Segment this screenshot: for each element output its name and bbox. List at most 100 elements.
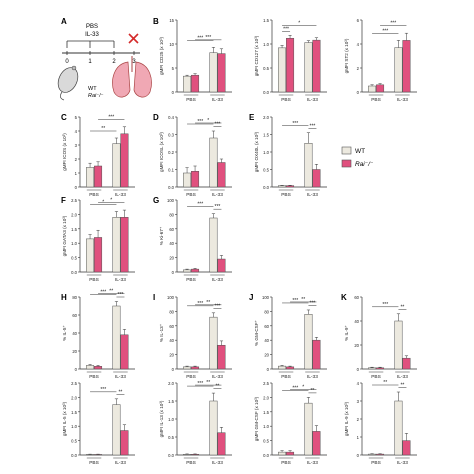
y-tick-label: 80: [72, 295, 77, 300]
bar-wt-pbs: [86, 238, 95, 273]
bar-rai-pbs: [191, 454, 200, 456]
y-tick-label: 5: [172, 66, 175, 71]
y-tick-label: 1.0: [71, 241, 77, 246]
schematic-il33-label: IL-33: [85, 32, 99, 38]
bar-rai-pbs: [286, 366, 295, 370]
y-tick-label: 0.5: [71, 256, 77, 261]
chart-g: 0 20 40 60 80 100 % Ki-67⁺ PBS IL-33 *** ***: [159, 198, 232, 283]
significance-label: **: [101, 126, 105, 132]
category-label: PBS: [186, 192, 196, 198]
category-label: PBS: [281, 460, 291, 466]
y-tick-label: 0: [267, 367, 270, 372]
y-tick-label: 1.0: [263, 42, 269, 47]
category-label: IL-33: [307, 374, 318, 380]
y-tick-label: 40: [72, 331, 77, 336]
y-tick-label: 1.5: [71, 227, 77, 232]
bar-wt-pbs: [278, 451, 287, 456]
y-tick-label: 0.0: [71, 270, 77, 275]
bar-rai-il33: [312, 39, 321, 93]
category-label: PBS: [371, 374, 381, 380]
bar-rai-pbs: [94, 237, 103, 273]
bar-rai-pbs: [286, 451, 295, 456]
y-tick-label: 40: [264, 338, 269, 343]
bar-wt-pbs: [278, 365, 287, 370]
bar-rai-pbs: [376, 453, 385, 456]
legend: WT Rai⁻/⁻: [341, 146, 373, 168]
y-tick-label: 20: [264, 353, 269, 358]
significance-label: ***: [215, 122, 221, 128]
bar-wt-il33: [394, 400, 403, 456]
category-label: IL-33: [397, 97, 408, 103]
y-tick-label: 0.0: [263, 185, 269, 190]
category-label: IL-33: [115, 460, 126, 466]
bar-rai-pbs: [376, 84, 385, 93]
category-label: IL-33: [212, 374, 223, 380]
category-label: PBS: [186, 97, 196, 103]
y-tick-label: 2: [357, 66, 360, 71]
category-label: PBS: [281, 374, 291, 380]
category-label: PBS: [281, 192, 291, 198]
bar-wt-pbs: [86, 167, 95, 188]
y-tick-label: 0: [357, 367, 360, 372]
y-tick-label: 0.0: [168, 185, 174, 190]
bar-rai-il33: [402, 357, 411, 370]
y-tick-label: 2.0: [71, 395, 77, 400]
significance-label: **: [310, 388, 314, 394]
bar-wt-pbs: [183, 366, 192, 370]
category-label: IL-33: [212, 277, 223, 283]
bar-wt-il33: [112, 404, 121, 456]
y-axis-label: gMFI IL-5 (x 10³): [62, 401, 67, 436]
y-tick-label: 60: [72, 313, 77, 318]
mouse-label-rai: Rai⁻/⁻: [88, 93, 104, 99]
y-tick-label: 2: [357, 417, 360, 422]
chart-c: 0 1 2 3 4 5 gMFI ICOS (x 10³) PBS IL-33 *****: [62, 114, 135, 198]
y-axis-label: gMFI OX40L (x 10³): [254, 131, 259, 172]
y-axis-label: gMFI ICOSL (x 10³): [159, 132, 164, 172]
category-label: IL-33: [115, 374, 126, 380]
significance-label: **: [215, 384, 219, 390]
y-tick-label: 80: [169, 309, 174, 314]
y-tick-label: 0.0: [263, 90, 269, 95]
lungs-icon: [112, 56, 152, 98]
category-label: IL-33: [397, 374, 408, 380]
significance-label: **: [118, 389, 122, 395]
bar-rai-il33: [120, 133, 129, 188]
y-tick-label: 3: [357, 399, 360, 404]
bar-wt-il33: [394, 320, 403, 370]
y-axis-label: gMFI IL-13 (x 10³): [159, 400, 164, 437]
y-tick-label: 1.0: [168, 417, 174, 422]
panel-letters: B C D E F G H I J K: [61, 17, 347, 302]
y-tick-label: 0.0: [168, 453, 174, 458]
y-tick-label: 0.0: [71, 453, 77, 458]
bar-wt-il33: [394, 47, 403, 93]
y-tick-label: 0.5: [168, 435, 174, 440]
significance-label: ***: [205, 35, 211, 41]
significance-label: ***: [292, 385, 298, 391]
bar-rai-il33: [217, 53, 226, 93]
significance-label: ***: [310, 300, 316, 306]
bar-rai-il33: [120, 217, 129, 273]
bar-rai-pbs: [94, 165, 103, 188]
y-tick-label: 0: [172, 270, 175, 275]
bar-wt-il33: [209, 52, 218, 93]
category-label: PBS: [186, 374, 196, 380]
bar-wt-il33: [112, 143, 121, 188]
significance-label: **: [400, 304, 404, 310]
y-axis-label: % IL-13⁺: [159, 323, 164, 342]
day-label-0: 0: [65, 59, 69, 65]
bar-rai-pbs: [94, 454, 103, 456]
panel-letter-k: K: [341, 293, 347, 302]
significance-label: ***: [197, 301, 203, 307]
panel-letter-i: I: [153, 293, 155, 302]
significance-label: ***: [100, 290, 106, 296]
y-tick-label: 1: [357, 435, 360, 440]
y-tick-label: 2.5: [71, 381, 77, 386]
y-tick-label: 60: [354, 295, 359, 300]
day-label-2: 2: [112, 59, 116, 65]
y-tick-label: 100: [167, 295, 175, 300]
